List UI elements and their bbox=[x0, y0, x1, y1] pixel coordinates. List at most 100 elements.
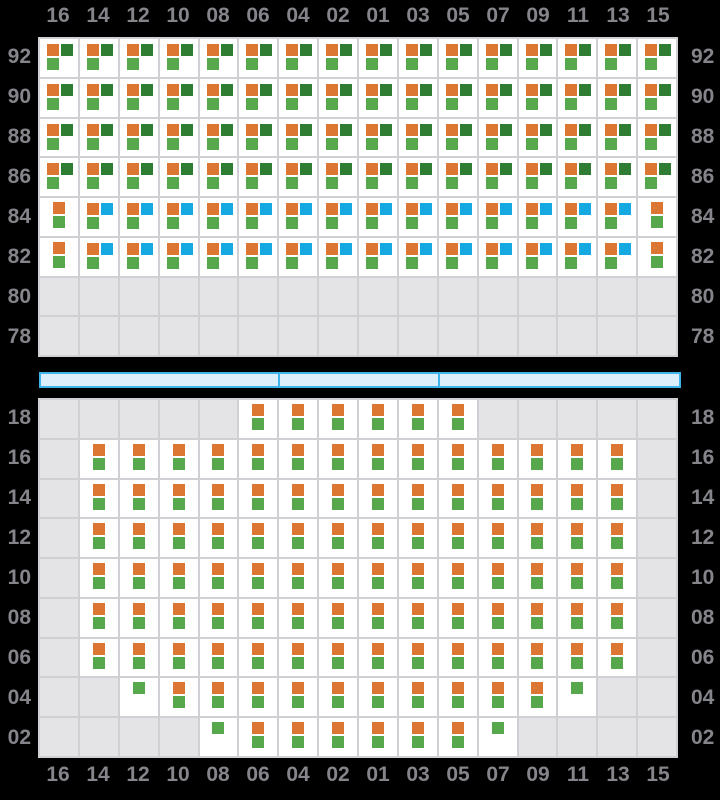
seat-cell[interactable] bbox=[119, 198, 158, 236]
seat-cell[interactable] bbox=[119, 559, 158, 597]
seat-cell[interactable] bbox=[438, 559, 477, 597]
seat-cell[interactable] bbox=[438, 39, 477, 77]
seat-cell[interactable] bbox=[478, 198, 517, 236]
seat-cell[interactable] bbox=[319, 198, 357, 236]
seat-cell[interactable] bbox=[598, 158, 637, 196]
seat-cell[interactable] bbox=[398, 718, 437, 756]
seat-cell[interactable] bbox=[359, 39, 397, 77]
seat-cell[interactable] bbox=[79, 237, 118, 276]
seat-cell[interactable] bbox=[478, 39, 517, 77]
seat-cell[interactable] bbox=[79, 78, 118, 117]
seat-cell[interactable] bbox=[359, 198, 397, 236]
seat-cell[interactable] bbox=[199, 519, 238, 558]
seat-cell[interactable] bbox=[79, 598, 118, 637]
seat-cell[interactable] bbox=[598, 479, 637, 518]
seat-cell[interactable] bbox=[40, 39, 78, 77]
seat-cell[interactable] bbox=[518, 39, 557, 77]
seat-cell[interactable] bbox=[359, 237, 397, 276]
seat-cell[interactable] bbox=[199, 678, 238, 717]
seat-cell[interactable] bbox=[239, 439, 278, 478]
seat-cell[interactable] bbox=[159, 118, 198, 157]
seat-cell[interactable] bbox=[478, 118, 517, 157]
seat-cell[interactable] bbox=[478, 237, 517, 276]
seat-cell[interactable] bbox=[40, 198, 78, 236]
seat-cell[interactable] bbox=[398, 237, 437, 276]
seat-cell[interactable] bbox=[199, 158, 238, 196]
seat-cell[interactable] bbox=[40, 118, 78, 157]
seat-cell[interactable] bbox=[398, 678, 437, 717]
seat-cell[interactable] bbox=[518, 118, 557, 157]
seat-cell[interactable] bbox=[159, 39, 198, 77]
seat-cell[interactable] bbox=[279, 158, 318, 196]
seat-cell[interactable] bbox=[279, 400, 318, 438]
seat-cell[interactable] bbox=[438, 400, 477, 438]
seat-cell[interactable] bbox=[359, 678, 397, 717]
seat-cell[interactable] bbox=[398, 439, 437, 478]
seat-cell[interactable] bbox=[279, 39, 318, 77]
seat-cell[interactable] bbox=[119, 638, 158, 677]
seat-cell[interactable] bbox=[359, 158, 397, 196]
seat-cell[interactable] bbox=[79, 439, 118, 478]
seat-cell[interactable] bbox=[159, 559, 198, 597]
seat-cell[interactable] bbox=[199, 559, 238, 597]
seat-cell[interactable] bbox=[159, 638, 198, 677]
seat-cell[interactable] bbox=[119, 519, 158, 558]
seat-cell[interactable] bbox=[119, 158, 158, 196]
seat-cell[interactable] bbox=[279, 678, 318, 717]
seat-cell[interactable] bbox=[239, 718, 278, 756]
seat-cell[interactable] bbox=[279, 559, 318, 597]
seat-cell[interactable] bbox=[638, 198, 676, 236]
seat-cell[interactable] bbox=[398, 158, 437, 196]
seat-cell[interactable] bbox=[239, 638, 278, 677]
seat-cell[interactable] bbox=[159, 237, 198, 276]
seat-cell[interactable] bbox=[279, 198, 318, 236]
seat-cell[interactable] bbox=[518, 158, 557, 196]
seat-cell[interactable] bbox=[279, 78, 318, 117]
seat-cell[interactable] bbox=[239, 479, 278, 518]
seat-cell[interactable] bbox=[518, 479, 557, 518]
seat-cell[interactable] bbox=[199, 39, 238, 77]
seat-cell[interactable] bbox=[558, 237, 597, 276]
seat-cell[interactable] bbox=[159, 158, 198, 196]
seat-cell[interactable] bbox=[79, 519, 118, 558]
seat-cell[interactable] bbox=[398, 118, 437, 157]
seat-cell[interactable] bbox=[319, 439, 357, 478]
seat-cell[interactable] bbox=[518, 638, 557, 677]
seat-cell[interactable] bbox=[518, 678, 557, 717]
seat-cell[interactable] bbox=[239, 78, 278, 117]
seat-cell[interactable] bbox=[319, 39, 357, 77]
seat-cell[interactable] bbox=[398, 559, 437, 597]
seat-cell[interactable] bbox=[438, 638, 477, 677]
seat-cell[interactable] bbox=[638, 158, 676, 196]
seat-cell[interactable] bbox=[159, 678, 198, 717]
seat-cell[interactable] bbox=[159, 519, 198, 558]
seat-cell[interactable] bbox=[478, 638, 517, 677]
seat-cell[interactable] bbox=[438, 678, 477, 717]
seat-cell[interactable] bbox=[239, 158, 278, 196]
seat-cell[interactable] bbox=[239, 237, 278, 276]
seat-cell[interactable] bbox=[79, 559, 118, 597]
seat-cell[interactable] bbox=[598, 78, 637, 117]
seat-cell[interactable] bbox=[398, 198, 437, 236]
seat-cell[interactable] bbox=[598, 559, 637, 597]
seat-cell[interactable] bbox=[478, 479, 517, 518]
seat-cell[interactable] bbox=[40, 237, 78, 276]
seat-cell[interactable] bbox=[79, 638, 118, 677]
seat-cell[interactable] bbox=[598, 237, 637, 276]
seat-cell[interactable] bbox=[199, 237, 238, 276]
seat-cell[interactable] bbox=[79, 479, 118, 518]
seat-cell[interactable] bbox=[279, 519, 318, 558]
seat-cell[interactable] bbox=[319, 638, 357, 677]
seat-cell[interactable] bbox=[199, 479, 238, 518]
seat-cell[interactable] bbox=[438, 718, 477, 756]
seat-cell[interactable] bbox=[159, 439, 198, 478]
seat-cell[interactable] bbox=[438, 519, 477, 558]
seat-cell[interactable] bbox=[319, 718, 357, 756]
seat-cell[interactable] bbox=[279, 718, 318, 756]
seat-cell[interactable] bbox=[119, 78, 158, 117]
seat-cell[interactable] bbox=[279, 237, 318, 276]
seat-cell[interactable] bbox=[319, 559, 357, 597]
seat-cell[interactable] bbox=[199, 78, 238, 117]
seat-cell[interactable] bbox=[478, 559, 517, 597]
seat-cell[interactable] bbox=[359, 598, 397, 637]
